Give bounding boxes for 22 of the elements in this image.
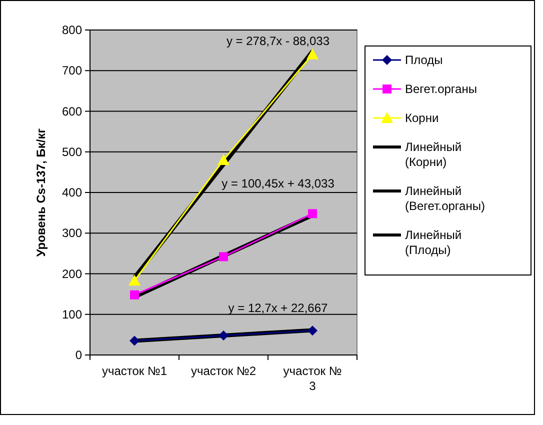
y-tick-label: 700: [62, 64, 82, 78]
y-tick-label: 800: [62, 23, 82, 37]
legend-label: Линейный (Плоды): [405, 228, 462, 257]
annotation: y = 100,45x + 43,033: [222, 176, 335, 190]
y-tick-label: 100: [62, 307, 82, 322]
y-tick-label: 500: [62, 144, 82, 159]
x-tick-label: участок №2: [190, 364, 256, 378]
legend-label: Линейный (Корни): [405, 140, 462, 169]
y-tick-label: 200: [62, 266, 82, 281]
annotation: y = 278,7x - 88,033: [226, 34, 330, 48]
legend-label: Плоды: [405, 53, 443, 67]
x-tick-label: участок №1: [102, 364, 168, 378]
legend-label: Вегет.органы: [405, 82, 477, 96]
annotation: y = 12,7x + 22,667: [228, 301, 328, 316]
y-tick-label: 600: [62, 104, 82, 118]
y-tick-label: 0: [75, 348, 82, 362]
x-tick-label: участок № 3: [283, 364, 342, 393]
y-axis-title: Уровень Cs-137, Бк/кг: [34, 128, 48, 257]
legend-label: Линейный (Вегет.органы): [405, 184, 485, 213]
y-tick-label: 400: [62, 186, 82, 200]
legend-label: Корни: [405, 111, 439, 125]
y-tick-label: 300: [62, 226, 82, 240]
